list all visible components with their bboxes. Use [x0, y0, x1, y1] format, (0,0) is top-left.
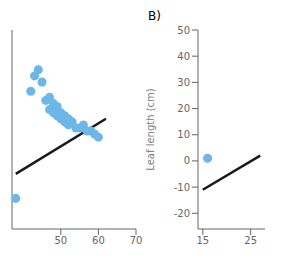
svg-text:25: 25	[244, 235, 257, 246]
svg-text:-20: -20	[174, 208, 190, 219]
html-text:B): B)	[148, 9, 161, 23]
svg-text:20: 20	[177, 103, 190, 114]
svg-text:0: 0	[184, 155, 190, 166]
svg-text:Leaf length (cm): Leaf length (cm)	[146, 88, 156, 171]
svg-text:40: 40	[177, 51, 190, 62]
svg-text:30: 30	[177, 77, 190, 88]
svg-text:-10: -10	[174, 182, 190, 193]
svg-text:50: 50	[177, 25, 190, 36]
svg-text:10: 10	[177, 129, 190, 140]
svg-text:70: 70	[130, 235, 143, 246]
svg-text:15: 15	[196, 235, 209, 246]
svg-text:50: 50	[54, 235, 67, 246]
svg-text:60: 60	[92, 235, 105, 246]
